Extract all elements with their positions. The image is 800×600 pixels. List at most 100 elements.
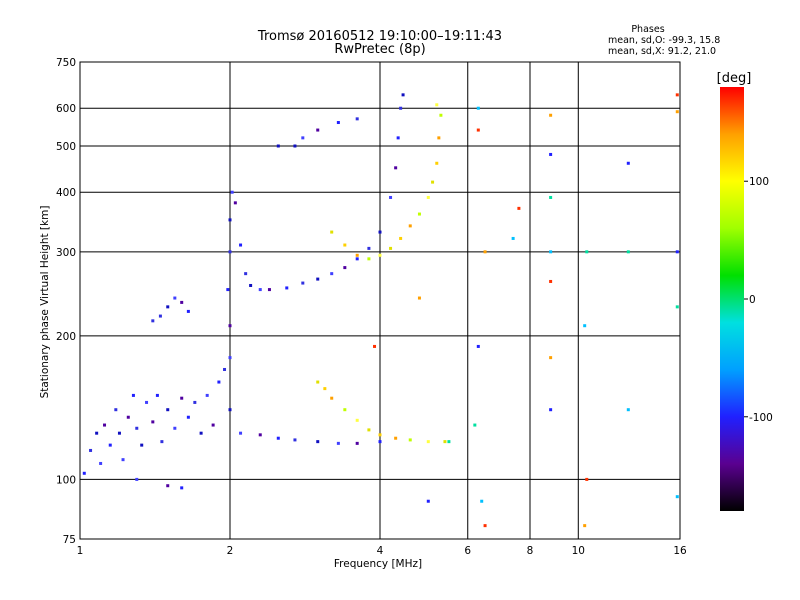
data-point (258, 433, 262, 437)
data-point (408, 438, 412, 442)
x-tick-label: 4 (377, 545, 384, 557)
data-point (355, 117, 359, 121)
data-point (549, 152, 553, 156)
data-point (108, 443, 112, 447)
x-tick-label: 1 (77, 545, 84, 557)
data-point (140, 443, 144, 447)
data-point (437, 136, 441, 140)
phases-info: Phases mean, sd,O: -99.3, 15.8 mean, sd,… (608, 24, 720, 57)
data-point (158, 314, 162, 318)
data-point (343, 243, 347, 247)
data-point (131, 393, 135, 397)
data-point (293, 438, 297, 442)
data-point (399, 106, 403, 110)
data-point (675, 250, 679, 254)
data-point (675, 93, 679, 97)
data-point (417, 296, 421, 300)
data-point (585, 250, 589, 254)
phases-heading: Phases (631, 24, 664, 35)
data-point (173, 426, 177, 430)
data-point (476, 344, 480, 348)
data-point (233, 201, 237, 205)
data-point (316, 380, 320, 384)
data-point (675, 495, 679, 499)
data-point (367, 428, 371, 432)
data-point (117, 431, 121, 435)
data-points (82, 93, 679, 528)
data-point (417, 212, 421, 216)
phases-line-o: mean, sd,O: -99.3, 15.8 (608, 35, 720, 46)
data-point (549, 195, 553, 199)
data-point (447, 440, 451, 444)
data-point (180, 486, 184, 490)
data-point (205, 393, 209, 397)
x-tick-label: 2 (227, 545, 234, 557)
data-point (228, 324, 232, 328)
y-tick-label: 750 (56, 57, 76, 69)
data-point (228, 218, 232, 222)
data-point (435, 161, 439, 165)
data-point (330, 230, 334, 234)
colorbar-tick-label: 0 (749, 294, 756, 306)
colorbar-tick-label: 100 (749, 176, 769, 188)
data-point (483, 524, 487, 528)
data-point (480, 499, 484, 503)
data-point (193, 400, 197, 404)
phases-line-x: mean, sd,X: 91.2, 21.0 (608, 46, 716, 57)
data-point (249, 283, 253, 287)
data-point (431, 180, 435, 184)
data-point (316, 128, 320, 132)
data-point (426, 499, 430, 503)
data-point (483, 250, 487, 254)
data-point (443, 440, 447, 444)
data-point (549, 356, 553, 360)
data-point (378, 230, 382, 234)
data-point (675, 305, 679, 309)
y-tick-label: 300 (56, 247, 76, 259)
data-point (228, 250, 232, 254)
data-point (549, 408, 553, 412)
data-point (373, 344, 377, 348)
data-point (151, 319, 155, 323)
y-tick-label: 600 (56, 103, 76, 115)
data-point (114, 408, 118, 412)
data-point (343, 408, 347, 412)
grid-lines (80, 62, 680, 539)
data-point (355, 418, 359, 422)
data-point (258, 288, 262, 292)
data-point (476, 128, 480, 132)
data-point (135, 477, 139, 481)
data-point (121, 458, 125, 462)
data-point (626, 161, 630, 165)
data-point (336, 441, 340, 445)
data-point (389, 195, 393, 199)
data-point (355, 253, 359, 257)
data-point (399, 236, 403, 240)
data-point (549, 279, 553, 283)
data-point (439, 113, 443, 117)
data-point (160, 440, 164, 444)
x-axis-ticks: 1 2 4 6 8 10 16 (77, 545, 687, 557)
data-point (336, 121, 340, 125)
data-point (675, 110, 679, 114)
data-point (396, 136, 400, 140)
data-point (401, 93, 405, 97)
data-point (99, 461, 103, 465)
data-point (626, 250, 630, 254)
data-point (583, 324, 587, 328)
data-point (226, 288, 230, 292)
data-point (301, 136, 305, 140)
x-tick-label: 6 (464, 545, 471, 557)
chart-title: Tromsø 20160512 19:10:00–19:11:43 (257, 29, 502, 44)
colorbar-gradient (720, 87, 744, 511)
data-point (389, 246, 393, 250)
data-point (378, 440, 382, 444)
data-point (151, 420, 155, 424)
data-point (293, 144, 297, 148)
data-point (517, 206, 521, 210)
data-point (186, 309, 190, 313)
data-point (126, 415, 130, 419)
data-point (316, 440, 320, 444)
data-point (230, 190, 234, 194)
data-point (166, 408, 170, 412)
